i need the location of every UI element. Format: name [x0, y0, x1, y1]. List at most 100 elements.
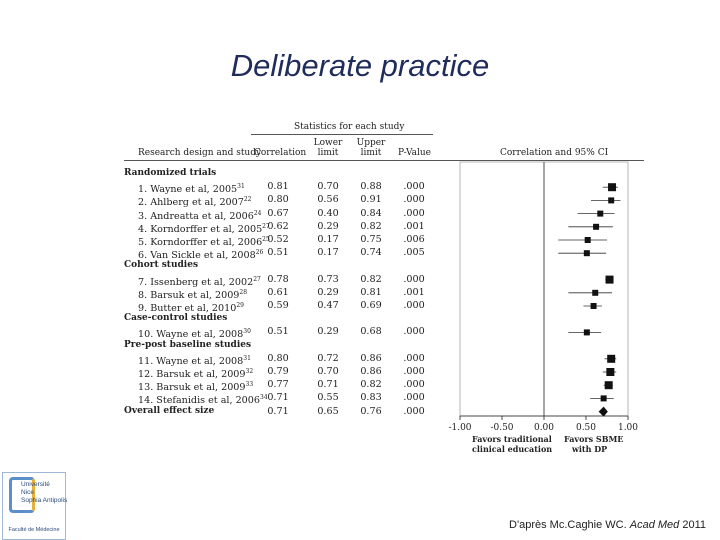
row-15-correlation: 0.79: [267, 366, 289, 377]
forest-plot-figure: Statistics for each study Research desig…: [118, 118, 658, 458]
forest-plot-svg: -1.00 -0.50 0.00 0.50 1.00: [448, 161, 638, 433]
row-12-upper: 0.68: [360, 326, 382, 338]
row-2-upper: 0.91: [360, 194, 382, 206]
row-6-pvalue: .005: [403, 247, 425, 259]
row-14-upper: 0.86: [360, 352, 382, 364]
credit-year: 2011: [679, 519, 706, 531]
favors-left-2: clinical education: [472, 444, 553, 454]
study-8-ref: 28: [239, 288, 248, 296]
point-marker-7: [605, 275, 614, 284]
study-4-name: 4. Korndorffer et al, 200527: [138, 222, 270, 235]
favors-right-2: with DP: [572, 444, 608, 454]
row-14-pvalue: .000: [403, 352, 425, 364]
logo-mark-icon: [9, 477, 35, 513]
row-12-correlation: 0.51: [267, 326, 289, 338]
row-10-upper: 0.69: [360, 300, 382, 311]
study-11-ref: 31: [243, 354, 251, 362]
study-10-ref: 30: [243, 328, 251, 336]
row-2-correlation: 0.80: [267, 194, 289, 206]
study-6-name: 6. Van Sickle et al, 200826: [138, 249, 264, 262]
stats-group-header: Statistics for each study: [294, 122, 405, 132]
study-14-ref: 34: [260, 394, 268, 402]
study-2-ref: 22: [243, 196, 252, 204]
row-12-pvalue: .000: [403, 326, 425, 338]
point-marker-12: [606, 368, 615, 376]
study-5-name: 5. Korndorffer et al, 200625: [138, 236, 270, 249]
row-18-upper: 0.76: [360, 405, 382, 417]
row-8-lower: 0.73: [317, 273, 339, 285]
row-3-pvalue: .000: [403, 207, 425, 219]
point-marker-2: [608, 197, 615, 204]
point-marker-8: [592, 289, 599, 296]
row-1-correlation: 0.81: [267, 181, 289, 193]
row-10-correlation: 0.59: [267, 300, 289, 311]
col-plot: Correlation and 95% CI: [500, 148, 609, 158]
point-marker-10: [583, 329, 590, 336]
study-12-ref: 32: [245, 368, 254, 375]
row-3-upper: 0.84: [360, 207, 382, 219]
study-14-name: 14. Stefanidis et al, 200634: [138, 394, 268, 407]
x-tick-label-2: 0.00: [534, 423, 554, 433]
col-design: Research design and study: [138, 148, 262, 158]
col-upper-1: Upper: [356, 138, 386, 148]
study-11-name: 11. Wayne et al, 200831: [138, 354, 251, 367]
point-marker-4: [593, 223, 600, 230]
row-9-correlation: 0.61: [267, 286, 289, 298]
row-14-lower: 0.72: [317, 352, 339, 364]
citation-credit: D'après Mc.Caghie WC. Acad Med 2011: [509, 519, 706, 531]
credit-prefix: D'après Mc.Caghie WC.: [509, 519, 630, 531]
x-tick-label-1: -0.50: [490, 423, 513, 433]
point-marker-5: [584, 237, 591, 243]
point-marker-3: [597, 210, 604, 217]
study-1-name: 1. Wayne et al, 200531: [138, 183, 245, 196]
x-tick-label-3: 0.50: [576, 423, 596, 433]
study-9-name: 9. Butter et al, 201029: [138, 302, 244, 315]
overall-name: Overall effect size: [124, 405, 215, 416]
row-17-upper: 0.83: [360, 392, 382, 404]
row-1-pvalue: .000: [403, 181, 425, 193]
study-8-name: 8. Barsuk et al, 200928: [138, 288, 248, 301]
row-8-correlation: 0.78: [267, 273, 289, 285]
row-16-correlation: 0.77: [267, 379, 289, 391]
row-17-lower: 0.55: [317, 392, 339, 404]
row-3-correlation: 0.67: [267, 207, 289, 219]
row-5-pvalue: .006: [403, 234, 425, 245]
study-3-ref: 24: [253, 209, 262, 217]
study-7-name: 7. Issenberg et al, 200227: [138, 275, 261, 288]
logo-line-1: Université: [21, 481, 50, 488]
row-6-correlation: 0.51: [267, 247, 289, 259]
row-15-upper: 0.86: [360, 366, 382, 377]
row-8-upper: 0.82: [360, 273, 382, 285]
section-label-2: Case-control studies: [124, 313, 228, 324]
point-marker-13: [604, 381, 613, 390]
row-4-pvalue: .001: [403, 220, 425, 232]
col-upper-2: limit: [360, 148, 382, 158]
credit-journal: Acad Med: [629, 519, 680, 531]
row-9-upper: 0.81: [360, 286, 382, 298]
study-12-name: 12. Barsuk et al, 200932: [138, 368, 254, 381]
row-3-lower: 0.40: [317, 207, 339, 219]
row-18-pvalue: .000: [403, 405, 425, 417]
overall-diamond: [598, 406, 608, 417]
row-2-lower: 0.56: [317, 194, 339, 206]
favors-left-1: Favors traditional: [472, 434, 552, 444]
study-10-name: 10. Wayne et al, 200830: [138, 328, 251, 341]
col-pvalue: P-Value: [398, 148, 431, 158]
row-17-pvalue: .000: [403, 392, 425, 404]
col-lower-1: Lower: [313, 138, 343, 148]
row-16-upper: 0.82: [360, 379, 382, 391]
row-4-lower: 0.29: [317, 220, 339, 232]
row-10-pvalue: .000: [403, 300, 425, 311]
col-correlation: Correlation: [254, 148, 307, 158]
logo-line-3: Sophia Antipolis: [21, 497, 68, 504]
row-18-correlation: 0.71: [267, 405, 289, 417]
row-1-upper: 0.88: [360, 181, 382, 193]
point-marker-11: [607, 354, 616, 363]
section-label-3: Pre-post baseline studies: [124, 339, 252, 350]
row-14-correlation: 0.80: [267, 352, 289, 364]
row-16-pvalue: .000: [403, 379, 425, 391]
row-5-correlation: 0.52: [267, 234, 289, 245]
x-tick-label-0: -1.00: [448, 423, 471, 433]
point-marker-6: [583, 250, 590, 257]
row-5-lower: 0.17: [317, 234, 339, 245]
